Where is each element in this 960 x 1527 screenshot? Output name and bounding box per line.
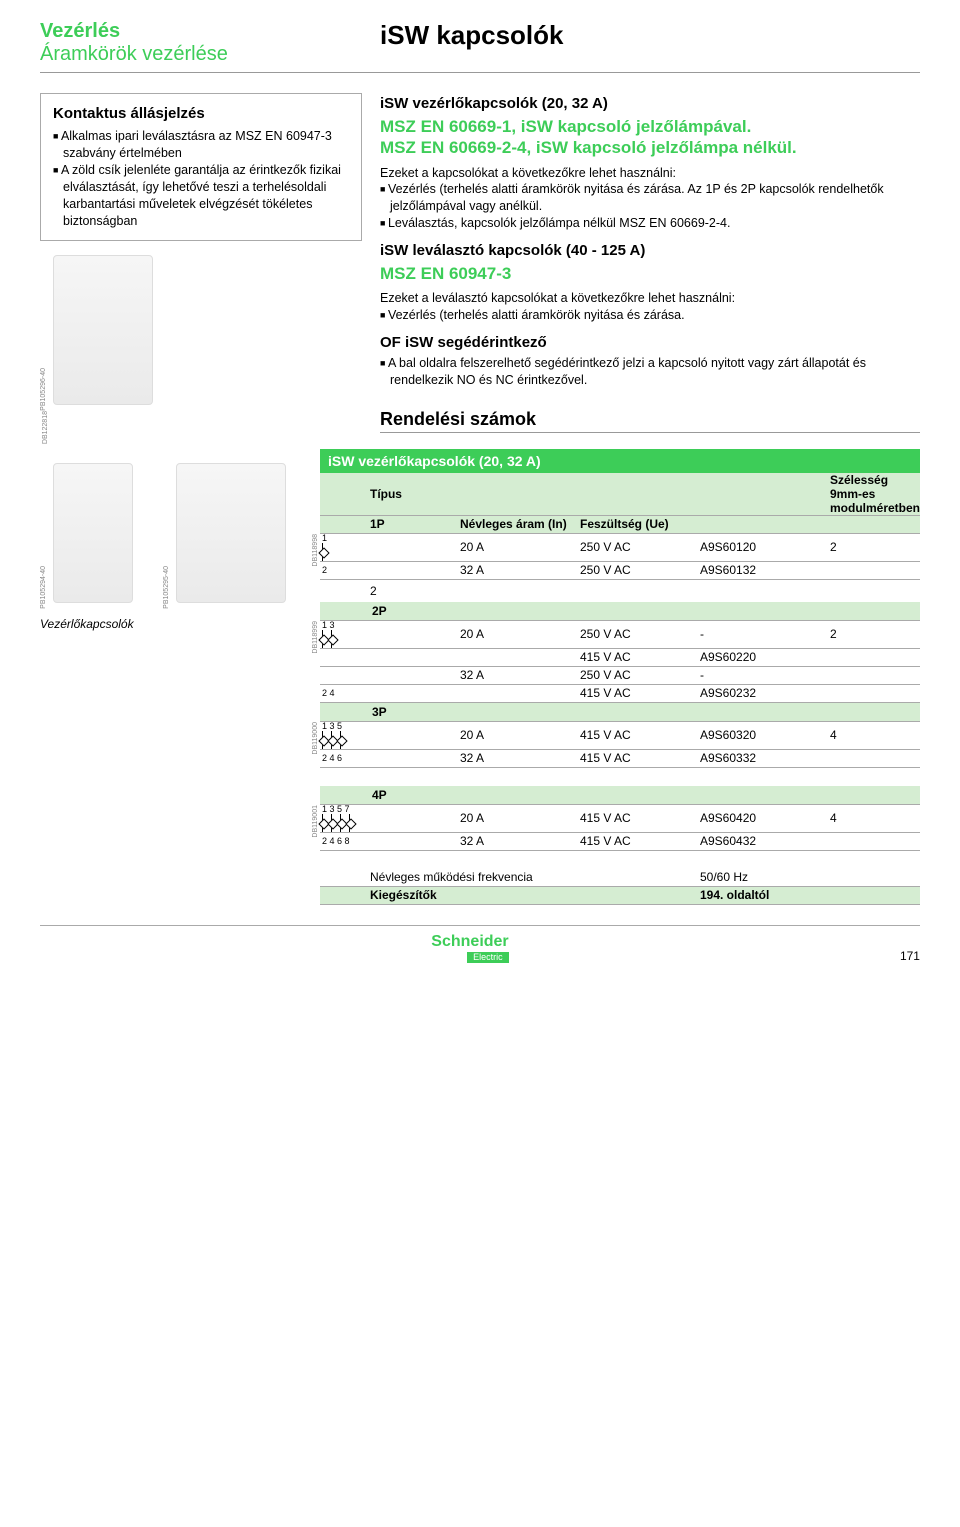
section-heading: iSW leválasztó kapcsolók (40 - 125 A) [380,242,920,259]
standard-green: MSZ EN 60669-1, iSW kapcsoló jelzőlámpáv… [380,116,920,159]
cell-in: 20 A [460,811,580,825]
image-ref: PB105295-40 [163,566,170,609]
cell-ref: A9S60120 [700,540,830,554]
page-footer: Schneider Electric 171 [40,925,920,963]
cell-ref: A9S60332 [700,751,830,765]
cell-width: 2 [830,540,920,554]
image-ref: PB105296-40 [40,368,47,411]
symbol-label-bottom: 2 4 6 8 [320,837,370,846]
logo-text: Schneider [431,934,508,950]
cell-ref: - [700,668,830,682]
logo-subtext: Electric [467,952,509,963]
pole-symbol-4p: 1 3 5 7 [322,805,370,832]
pole-label: 2P [372,604,387,618]
intro-text: A bal oldalra felszerelhető segédérintke… [380,355,920,389]
cell-in: 20 A [460,728,580,742]
cell-ue: 415 V AC [580,751,700,765]
standard-green: MSZ EN 60947-3 [380,263,920,284]
pole-label: 4P [372,788,387,802]
pole-symbol-2p: 1 3 [322,621,370,648]
symbol-ref: DB119001 [312,805,319,838]
intro-text: Ezeket a leválasztó kapcsolókat a követk… [380,290,920,324]
cell-ue: 415 V AC [580,728,700,742]
page-header: Vezérlés Áramkörök vezérlése iSW kapcsol… [40,20,920,73]
cell-in: 20 A [460,540,580,554]
intro-bullet: Vezérlés (terhelés alatti áramkörök nyit… [380,181,920,215]
cell-in: 32 A [460,751,580,765]
cell-ue: 250 V AC [580,668,700,682]
col-header: Szélesség 9mm-es modulméretben [830,473,920,515]
col-subheader: 1P [370,517,460,531]
symbol-label-bottom: 2 4 6 [320,754,370,763]
acc-label: Kiegészítők [370,888,700,902]
cell-ue: 250 V AC [580,627,700,641]
symbol-ref: DB118998 [312,534,319,567]
col-subheader: Névleges áram (In) [460,517,580,531]
pole-label: 3P [372,705,387,719]
section-heading: iSW vezérlőkapcsolók (20, 32 A) [380,95,920,112]
product-image [53,255,153,405]
intro-bullet: A bal oldalra felszerelhető segédérintke… [380,355,920,389]
cell-ref: A9S60232 [700,686,830,700]
image-caption: Vezérlőkapcsolók [40,617,302,631]
col-subheader: Feszültség (Ue) [580,517,700,531]
order-heading: Rendelési számok [380,409,920,433]
vendor-logo: Schneider Electric [431,934,508,963]
freq-label: Névleges működési frekvencia [370,870,700,884]
col-header: Típus [370,487,460,501]
callout-box: Kontaktus állásjelzés Alkalmas ipari lev… [40,93,362,241]
standard-line: MSZ EN 60669-2-4, iSW kapcsoló jelzőlámp… [380,138,797,157]
callout-bullet: Alkalmas ipari leválasztásra az MSZ EN 6… [53,128,349,162]
acc-value: 194. oldaltól [700,888,830,902]
cell-ref: A9S60320 [700,728,830,742]
symbol-label-bottom: 2 4 [320,689,370,698]
cell-ref: A9S60220 [700,650,830,664]
cell-ue: 250 V AC [580,563,700,577]
section-heading: OF iSW segédérintkező [380,334,920,351]
cell-ref: A9S60420 [700,811,830,825]
page-title: iSW kapcsolók [380,20,920,51]
callout-bullet: A zöld csík jelenléte garantálja az érin… [53,162,349,230]
text-line: Ezeket a kapcsolókat a következőkre lehe… [380,166,676,180]
freq-value: 50/60 Hz [700,870,830,884]
product-image [176,463,286,603]
cell-ref: A9S60132 [700,563,830,577]
intro-bullet: Leválasztás, kapcsolók jelzőlámpa nélkül… [380,215,920,232]
pole-symbol-1p: 1 [322,534,370,561]
text-line: Ezeket a leválasztó kapcsolókat a követk… [380,291,735,305]
cell-ref: - [700,627,830,641]
cell-ue: 250 V AC [580,540,700,554]
spacer-value: 2 [370,584,460,598]
product-image [53,463,133,603]
image-ref: PB105294-40 [40,566,47,609]
order-table: iSW vezérlőkapcsolók (20, 32 A) Típus Sz… [320,449,920,905]
callout-title: Kontaktus állásjelzés [53,104,349,124]
intro-bullet: Vezérlés (terhelés alatti áramkörök nyit… [380,307,920,324]
symbol-ref: DB119000 [312,722,319,755]
pole-symbol-3p: 1 3 5 [322,722,370,749]
cell-width: 4 [830,728,920,742]
page-number: 171 [900,949,920,963]
intro-text: Ezeket a kapcsolókat a következőkre lehe… [380,165,920,233]
cell-in: 20 A [460,627,580,641]
cell-ue: 415 V AC [580,686,700,700]
cell-ue: 415 V AC [580,834,700,848]
cell-in: 32 A [460,668,580,682]
cell-in: 32 A [460,834,580,848]
table-band: iSW vezérlőkapcsolók (20, 32 A) [320,449,920,473]
cell-ue: 415 V AC [580,650,700,664]
standard-line: MSZ EN 60669-1, iSW kapcsoló jelzőlámpáv… [380,117,751,136]
brand-line2: Áramkörök vezérlése [40,43,380,66]
cell-width: 2 [830,627,920,641]
symbol-label-bottom: 2 [320,566,370,575]
cell-ref: A9S60432 [700,834,830,848]
cell-width: 4 [830,811,920,825]
image-ref: DB122818 [42,411,49,444]
cell-in: 32 A [460,563,580,577]
cell-ue: 415 V AC [580,811,700,825]
brand-line1: Vezérlés [40,20,380,43]
symbol-ref: DB118999 [312,621,319,654]
